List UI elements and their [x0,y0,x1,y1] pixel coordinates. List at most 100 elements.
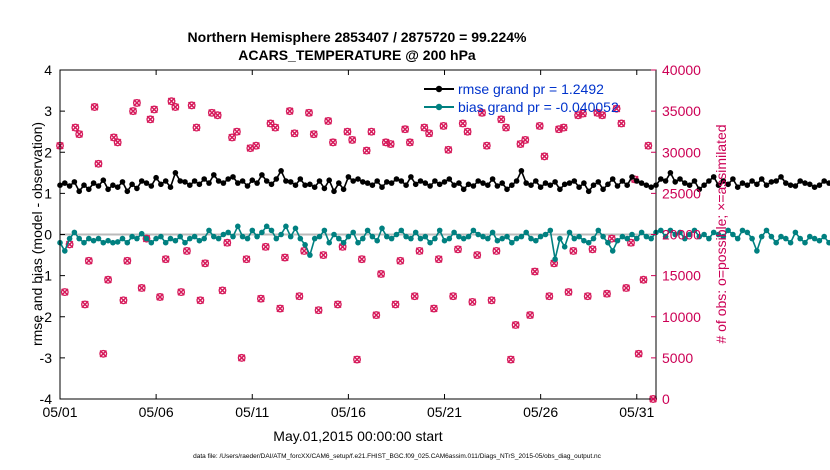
bias-point [100,239,107,246]
obs-assimilated-marker [348,136,356,144]
bias-point [268,227,275,234]
rmse-point [787,182,794,188]
obs-assimilated-marker [81,300,89,309]
obs-assimilated-marker [526,311,534,319]
bias-point [629,231,635,238]
obs-possible-marker [261,242,270,251]
bias-point [715,231,722,238]
bias-point [489,229,496,236]
obs-assimilated-marker [104,276,112,284]
bias-point [658,227,664,234]
rmse-point [485,182,491,188]
obs-possible-marker [372,311,381,320]
obs-possible-marker [617,119,626,128]
y-right-tick-label: 30000 [662,144,701,160]
obs-assimilated-marker [478,109,486,117]
obs-assimilated-marker [123,257,132,265]
bias-point [619,233,626,240]
obs-possible-marker [129,107,138,116]
bias-point [576,233,582,240]
obs-assimilated-marker [540,152,549,161]
bias-point [648,235,654,242]
bias-point [287,233,294,240]
x-tick-label: 05/31 [619,404,654,420]
rmse-point [249,177,256,183]
bias-point [662,233,669,240]
x-axis-label: May.01,2015 00:00:00 start [273,428,443,444]
obs-possible-marker [167,97,176,106]
obs-possible-marker [333,300,342,309]
bias-point [542,231,549,238]
data-series [57,168,830,263]
rmse-point [393,176,400,182]
rmse-point [114,184,121,190]
obs-assimilated-marker [391,300,400,309]
rmse-point [336,180,342,186]
obs-assimilated-marker [644,141,653,150]
obs-assimilated-marker [167,97,176,105]
obs-assimilated-marker [634,350,643,358]
rmse-point [797,178,803,184]
obs-assimilated-marker [507,355,515,364]
y-right-axis-ticks: 0 5000 10000 15000 20000 25000 30000 35000 40000 [651,62,701,407]
obs-possible-marker [309,130,318,139]
rmse-point [783,180,789,186]
obs-assimilated-marker [162,255,170,263]
bias-point [456,233,462,240]
rmse-point [470,183,477,189]
rmse-point [369,182,376,188]
bias-point [485,235,491,242]
bias-point [134,235,140,242]
obs-possible-marker [540,152,549,161]
obs-assimilated-marker [473,251,481,259]
rmse-point [201,176,207,182]
obs-assimilated-marker [425,129,433,138]
rmse-point [590,182,597,188]
bias-point [114,239,121,245]
rmse-point [609,176,616,182]
rmse-point [162,178,169,184]
bias-point [523,229,529,236]
obs-possible-marker [280,253,289,262]
bias-point [369,233,376,240]
obs-possible-marker [391,300,400,309]
bias-point [393,231,400,238]
rmse-point [441,179,448,185]
rmse-point [307,181,313,188]
obs-possible-marker [644,141,653,150]
bias-point [379,225,385,232]
bias-point [196,237,203,244]
rmse-point [292,182,299,188]
bias-point [220,231,227,238]
obs-possible-marker [588,245,597,254]
obs-assimilated-marker [639,276,648,284]
bias-point [807,233,813,240]
rmse-point [278,168,284,174]
rmse-point [66,183,73,189]
bias-point [581,237,587,244]
rmse-point [364,180,371,186]
rmse-point [62,180,68,186]
obs-possible-marker [607,234,616,243]
bias-point [340,239,347,246]
obs-possible-marker [329,138,337,147]
obs-assimilated-marker [71,123,80,132]
bias-point [494,237,501,244]
obs-assimilated-marker [329,138,337,147]
rmse-point [379,184,385,190]
rmse-point [283,178,289,184]
bias-point [388,235,395,242]
obs-assimilated-marker [497,115,505,124]
rmse-point [148,183,155,189]
rmse-point [345,174,352,180]
rmse-point [499,180,506,186]
obs-possible-marker [439,121,448,130]
obs-possible-marker [420,123,429,132]
rmse-point [691,178,698,184]
bias-point [436,227,443,234]
rmse-point [230,174,236,180]
bias-point [211,233,217,240]
rmse-point [403,182,409,188]
obs-assimilated-marker [261,243,270,251]
obs-assimilated-marker [449,292,457,300]
